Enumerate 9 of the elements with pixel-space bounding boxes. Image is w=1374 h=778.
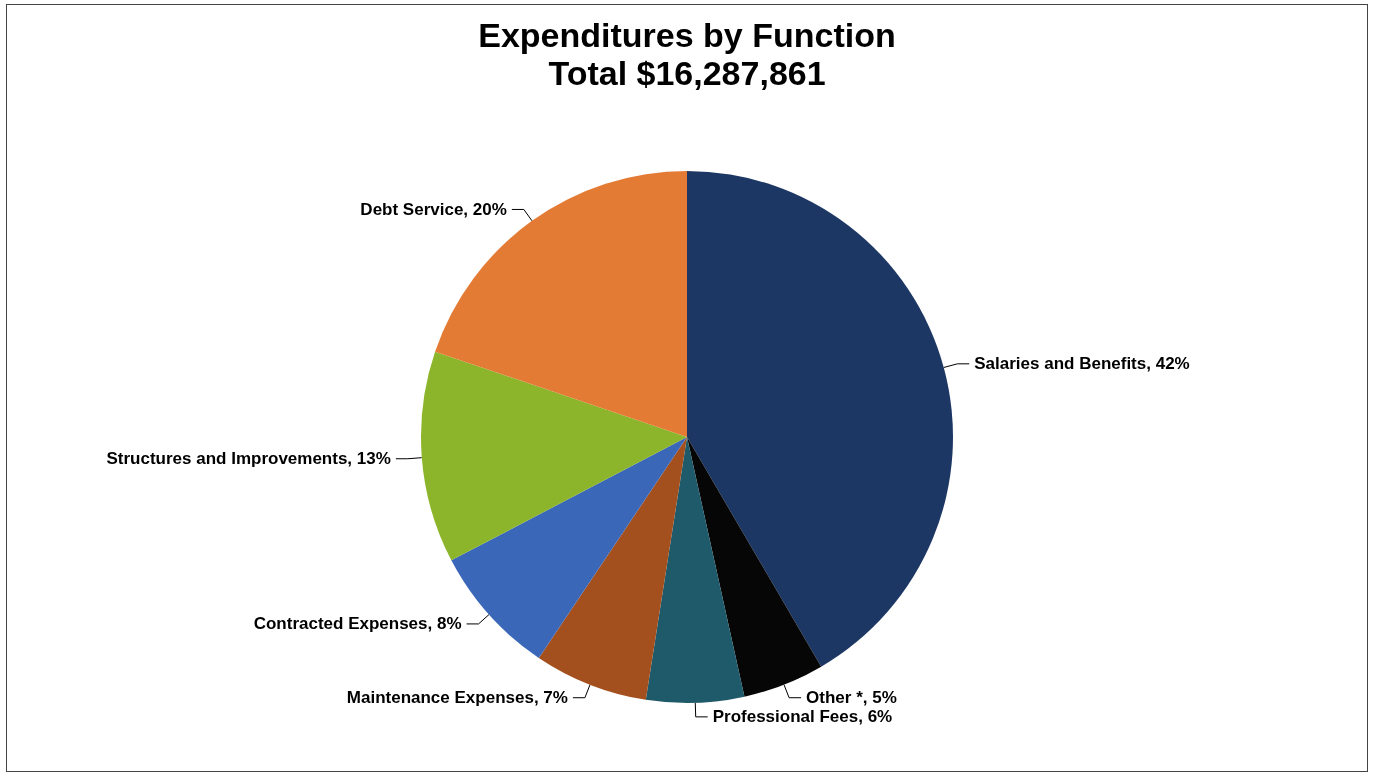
slice-label: Structures and Improvements, 13% [106, 449, 391, 469]
slice-label: Debt Service, 20% [360, 199, 507, 219]
slice-label: Maintenance Expenses, 7% [346, 688, 568, 708]
slice-label: Other *, 5% [806, 688, 897, 708]
slice-label: Salaries and Benefits, 42% [974, 354, 1190, 374]
slice-label: Contracted Expenses, 8% [253, 614, 462, 634]
slice-label: Professional Fees, 6% [712, 707, 893, 727]
chart-title: Expenditures by Function [478, 16, 896, 54]
chart-subtitle: Total $16,287,861 [548, 54, 826, 92]
